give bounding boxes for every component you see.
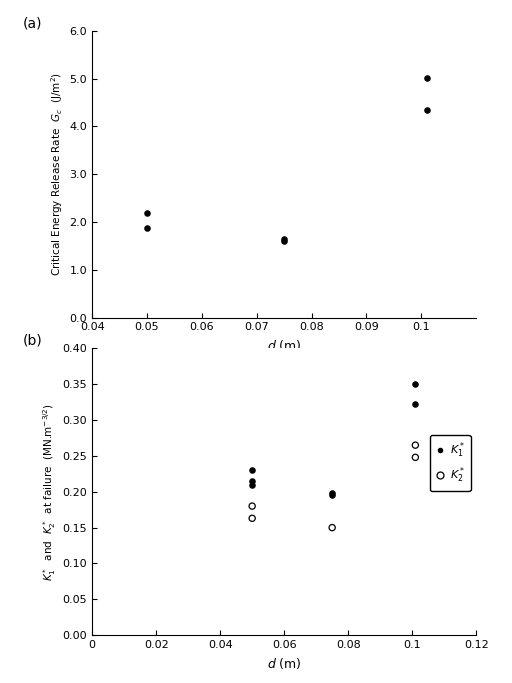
Point <box>143 222 151 233</box>
Point <box>248 513 256 524</box>
Point <box>248 501 256 512</box>
Point <box>411 398 419 409</box>
Y-axis label: $\it{K^*_1}$  and  $\it{K^*_2}$  at failure  (MN.m$^{-3/2}$): $\it{K^*_1}$ and $\it{K^*_2}$ at failure… <box>41 403 58 581</box>
X-axis label: $\it{d}$ (m): $\it{d}$ (m) <box>267 338 302 353</box>
Point <box>411 378 419 389</box>
Point <box>328 522 336 533</box>
Point <box>143 208 151 219</box>
Point <box>248 475 256 486</box>
Y-axis label: Critical Energy Release Rate  $\it{G_c}$  (J/m$^2$): Critical Energy Release Rate $\it{G_c}$ … <box>50 72 66 276</box>
X-axis label: $\it{d}$ (m): $\it{d}$ (m) <box>267 656 302 671</box>
Point <box>248 479 256 490</box>
Text: (b): (b) <box>23 334 43 348</box>
Point <box>280 233 288 244</box>
Point <box>280 236 288 247</box>
Text: (a): (a) <box>23 16 42 30</box>
Point <box>328 490 336 501</box>
Point <box>248 464 256 475</box>
Point <box>411 452 419 463</box>
Point <box>411 440 419 451</box>
Legend: $K^*_1$, $K^*_2$: $K^*_1$, $K^*_2$ <box>430 435 471 491</box>
Point <box>423 104 431 115</box>
Point <box>423 72 431 83</box>
Point <box>328 488 336 499</box>
